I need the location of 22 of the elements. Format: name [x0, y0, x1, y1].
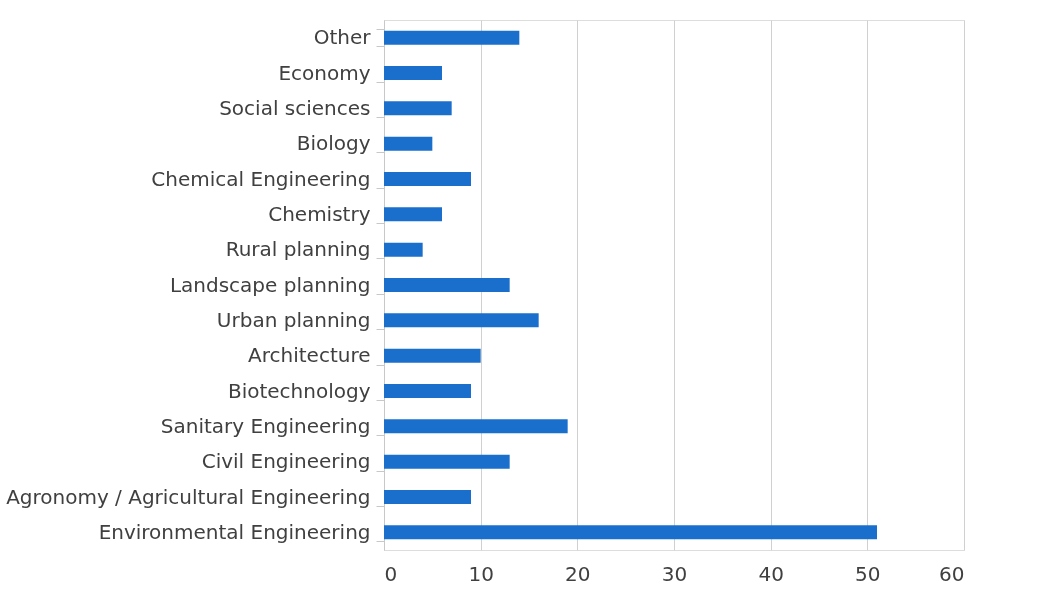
- y-tick-label: Economy: [278, 60, 371, 85]
- y-tick-label: Chemical Engineering: [151, 166, 371, 191]
- y-tick-label: Urban planning: [216, 307, 371, 332]
- x-tick-label: 10: [468, 561, 494, 586]
- y-tick-label: Biology: [296, 131, 371, 156]
- x-tick-label: 0: [384, 561, 398, 586]
- y-tick-label: Chemistry: [268, 201, 371, 226]
- y-tick-label: Architecture: [248, 343, 371, 368]
- y-tick-label: Social sciences: [219, 95, 371, 120]
- x-tick-label: 50: [855, 561, 881, 586]
- y-tick-label: Sanitary Engineering: [160, 413, 371, 438]
- x-tick-label: 60: [939, 561, 965, 586]
- y-tick-label: Landscape planning: [169, 272, 371, 297]
- x-tick-label: 20: [565, 561, 591, 586]
- y-tick-label: Rural planning: [225, 237, 371, 262]
- x-tick-label: 30: [661, 561, 688, 586]
- y-tick-label: Civil Engineering: [201, 449, 371, 474]
- y-tick-label: Other: [313, 25, 372, 50]
- y-tick-label: Environmental Engineering: [98, 519, 371, 544]
- y-tick-label: Agronomy / Agricultural Engineering: [6, 484, 371, 509]
- y-tick-label: Biotechnology: [227, 378, 371, 403]
- x-tick-label: 40: [758, 561, 784, 586]
